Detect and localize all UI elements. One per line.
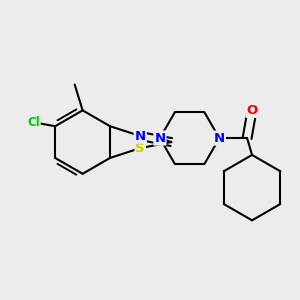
- Text: N: N: [154, 132, 166, 145]
- Text: Cl: Cl: [27, 116, 40, 129]
- Text: N: N: [135, 130, 146, 142]
- Text: N: N: [214, 132, 225, 145]
- Text: O: O: [246, 104, 258, 117]
- Text: S: S: [135, 142, 145, 154]
